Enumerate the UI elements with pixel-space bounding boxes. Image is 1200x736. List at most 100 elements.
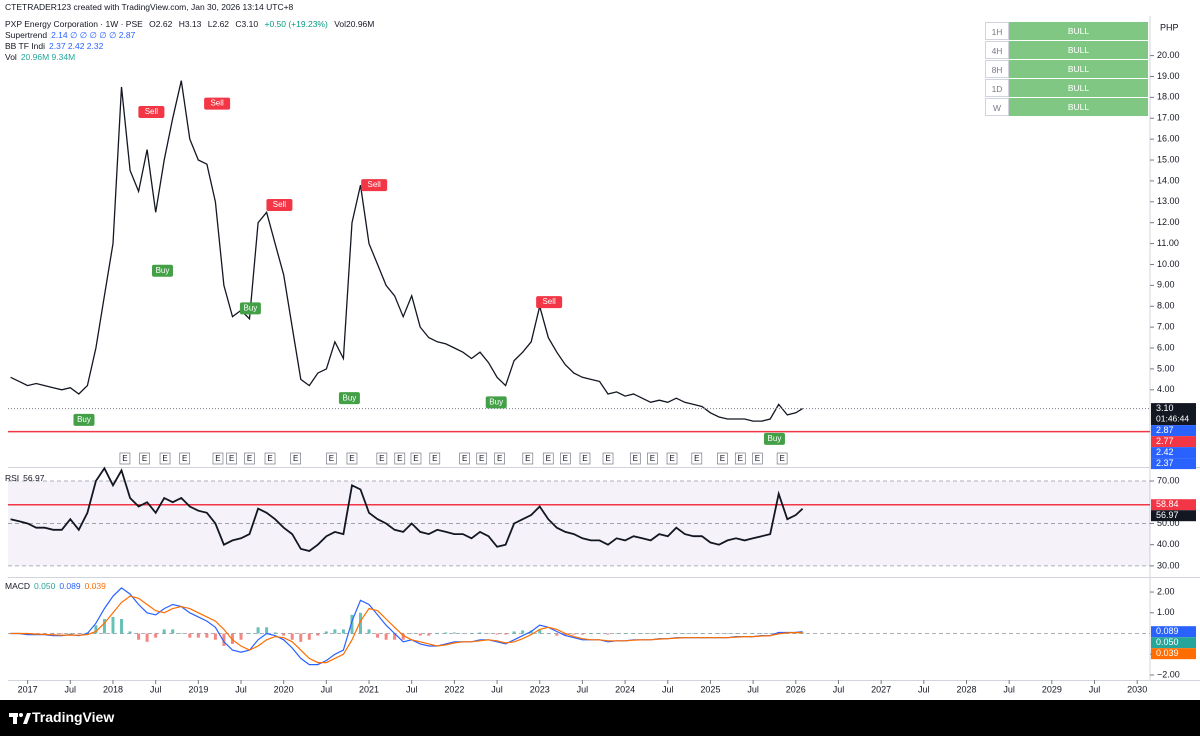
volume: Vol20.96M — [334, 19, 375, 29]
x-tick-label: Jul — [65, 684, 77, 694]
legend-values: 2.14 ∅ ∅ ∅ ∅ ∅ 2.87 — [51, 30, 136, 40]
histogram-bar — [760, 633, 764, 634]
histogram-bar — [51, 633, 55, 635]
axis-label: 2.37 — [1156, 458, 1174, 468]
brand-logo — [9, 713, 31, 724]
histogram-bar — [546, 633, 550, 635]
signal-box — [266, 198, 293, 211]
histogram-bar — [162, 629, 166, 634]
earnings-marker — [602, 452, 614, 465]
histogram-bar — [563, 633, 567, 636]
histogram-bar — [401, 633, 405, 640]
signal-label: Buy — [243, 303, 257, 312]
trend-table: 1H BULL 4H BULL 8H BULL 1D BULL W BULL — [985, 22, 1148, 117]
ohlc: O2.62 — [149, 19, 173, 29]
histogram-bar — [393, 633, 397, 640]
legend-row: BB TF Indi 2.37 2.42 2.32 — [5, 41, 107, 51]
earnings-label: E — [479, 454, 484, 463]
histogram-bar — [290, 633, 294, 640]
x-tick-label: 2029 — [1042, 684, 1062, 694]
histogram-bar — [555, 633, 559, 636]
signal-label: Sell — [210, 99, 224, 108]
rsi-value: 56.97 — [23, 473, 45, 483]
signal-box — [361, 179, 388, 192]
signal-label: Buy — [768, 434, 782, 443]
histogram-bar — [683, 633, 687, 635]
signal-label: Buy — [156, 266, 170, 275]
axis-label: 0.089 — [1156, 626, 1179, 636]
macd-value: 0.050 — [34, 581, 56, 591]
x-tick-label: Jul — [235, 684, 247, 694]
axis-label-box — [1151, 499, 1196, 511]
signal-label: Buy — [77, 415, 91, 424]
earnings-marker — [459, 452, 470, 465]
x-tick-label: Jul — [918, 684, 930, 694]
axis-label: 3.10 — [1156, 403, 1174, 413]
earnings-label: E — [122, 454, 127, 463]
axis-label-box — [1151, 648, 1196, 660]
x-tick-label: Jul — [747, 684, 759, 694]
earnings-label: E — [182, 454, 187, 463]
logo-part — [19, 713, 23, 717]
axis-label: 2.87 — [1156, 425, 1174, 435]
histogram-bar — [196, 633, 200, 638]
histogram-bar — [324, 631, 328, 634]
histogram-bar — [60, 633, 64, 635]
chart: PHP 4.00 5.00 6.00 7.00 8.00 9.00 10.00 11.00 12… — [8, 16, 1200, 694]
axis-label-box — [1151, 626, 1196, 638]
earnings-marker — [559, 452, 571, 465]
earnings-marker — [410, 452, 422, 465]
signal-box — [151, 264, 173, 277]
histogram-bar — [77, 633, 81, 635]
histogram-bar — [188, 633, 192, 638]
legend-row: Vol 20.96M 9.34M — [5, 52, 79, 62]
x-tick-label: Jul — [577, 684, 589, 694]
earnings-marker — [579, 452, 591, 465]
histogram-bar — [801, 632, 805, 634]
footer: TradingView — [0, 700, 1200, 736]
y-tick-label: 40.00 — [1157, 539, 1180, 549]
histogram-bar — [111, 616, 115, 634]
table-row: 8H BULL — [985, 60, 1148, 78]
timeframe: 1H — [985, 22, 1009, 40]
histogram-bar — [43, 633, 47, 635]
earnings-marker — [629, 452, 641, 465]
earnings-label: E — [633, 454, 638, 463]
y-tick-label: 12.00 — [1157, 217, 1180, 227]
earnings-label: E — [397, 454, 402, 463]
earnings-marker — [394, 452, 406, 465]
histogram-bar — [572, 633, 576, 635]
axis-label-box — [1151, 458, 1196, 470]
symbol: PXP Energy Corporation · 1W · PSE — [5, 19, 143, 29]
trend: BULL — [1009, 60, 1148, 78]
legend-name: BB TF Indi — [5, 41, 45, 51]
histogram-bar — [751, 633, 755, 635]
series-line — [10, 466, 804, 552]
earnings-marker — [542, 452, 554, 465]
earnings-label: E — [349, 454, 354, 463]
x-tick-label: Jul — [406, 684, 418, 694]
histogram-bar — [615, 633, 619, 635]
series-line — [10, 80, 803, 422]
histogram-bar — [120, 619, 124, 634]
histogram-bar — [248, 633, 252, 635]
timeframe: 8H — [985, 60, 1009, 78]
histogram-bar — [384, 633, 388, 640]
histogram-bar — [128, 631, 132, 634]
histogram-bar — [717, 633, 721, 635]
axis-label: 0.039 — [1156, 648, 1179, 658]
histogram-bar — [768, 633, 772, 635]
histogram-bar — [299, 633, 303, 642]
y-tick-label: 2.00 — [1157, 586, 1175, 596]
earnings-label: E — [432, 454, 437, 463]
earnings-label: E — [497, 454, 502, 463]
histogram-bar — [487, 633, 491, 635]
earnings-label: E — [142, 454, 147, 463]
signal-label: Buy — [489, 397, 503, 406]
earnings-label: E — [329, 454, 334, 463]
axis-label-box — [1151, 447, 1196, 459]
x-tick-label: 2019 — [188, 684, 208, 694]
histogram-bar — [205, 633, 209, 638]
histogram-bar — [538, 629, 542, 634]
histogram-bar — [469, 633, 473, 635]
